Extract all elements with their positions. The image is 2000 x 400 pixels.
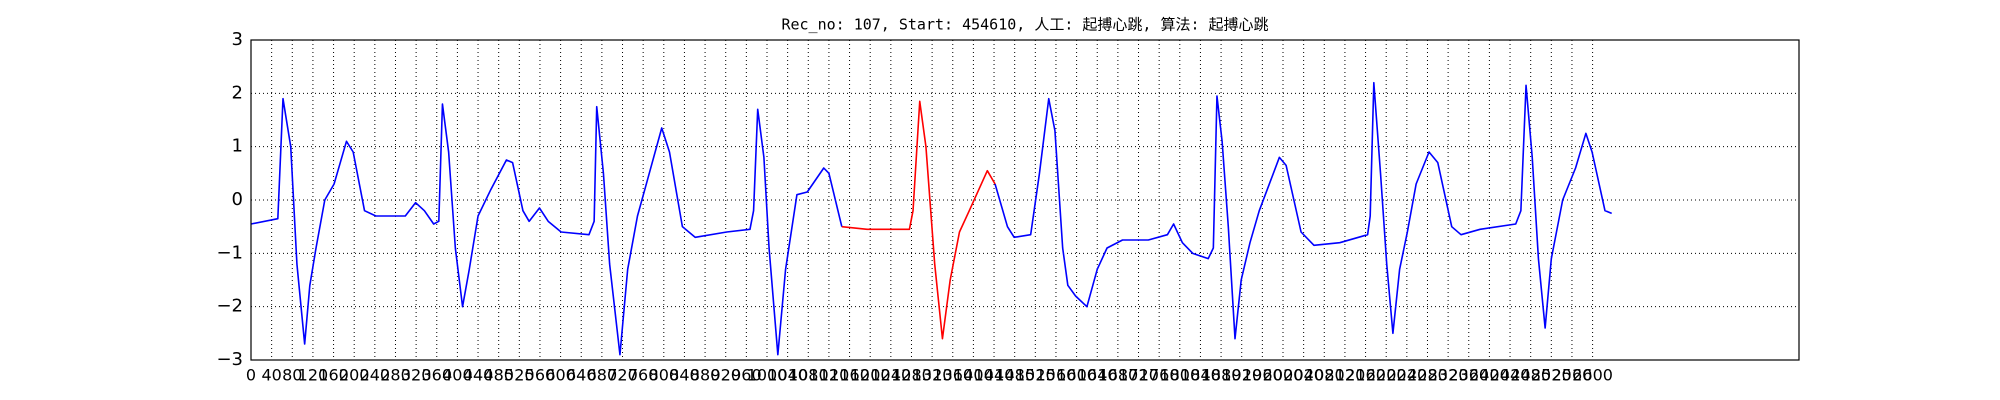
x-tick-label: 1560 xyxy=(1036,366,1077,385)
x-tick-label: 240 xyxy=(360,366,391,385)
x-tick-label: 560 xyxy=(525,366,556,385)
x-tick-label: 760 xyxy=(628,366,659,385)
x-tick-label: 1720 xyxy=(1118,366,1159,385)
plot-frame xyxy=(250,39,1800,361)
y-tick-label: 1 xyxy=(232,136,243,157)
x-tick-label: 1960 xyxy=(1242,366,1283,385)
x-tick-label: 1280 xyxy=(891,366,932,385)
x-tick-label: 2440 xyxy=(1490,366,1531,385)
x-tick-label: 80 xyxy=(282,366,302,385)
x-tick-label: 1520 xyxy=(1015,366,1056,385)
x-tick-label: 920 xyxy=(710,366,741,385)
x-tick-label: 800 xyxy=(649,366,680,385)
x-tick-label: 1080 xyxy=(788,366,829,385)
x-tick-label: 1600 xyxy=(1056,366,1097,385)
x-tick-label: 400 xyxy=(442,366,473,385)
x-tick-label: 1640 xyxy=(1077,366,1118,385)
ecg-line xyxy=(250,81,1612,356)
x-tick-label: 720 xyxy=(607,366,638,385)
y-tick-label: −1 xyxy=(216,242,243,263)
x-tick-label: 1040 xyxy=(767,366,808,385)
x-tick-label: 2120 xyxy=(1325,366,1366,385)
x-tick-label: 1360 xyxy=(932,366,973,385)
x-tick-label: 880 xyxy=(690,366,721,385)
x-tick-label: 1440 xyxy=(974,366,1015,385)
x-tick-label: 1920 xyxy=(1221,366,1262,385)
y-tick-label: 2 xyxy=(232,82,243,103)
x-tick-label: 40 xyxy=(261,366,281,385)
x-tick-label: 2040 xyxy=(1283,366,1324,385)
x-tick-label: 2160 xyxy=(1345,366,1386,385)
x-tick-label: 1160 xyxy=(829,366,870,385)
x-tick-label: 1240 xyxy=(870,366,911,385)
x-tick-label: 600 xyxy=(545,366,576,385)
x-tick-label: 1000 xyxy=(747,366,788,385)
chart-title: Rec_no: 107, Start: 454610, 人工: 起搏心跳, 算法… xyxy=(781,16,1268,34)
x-tick-label: 2200 xyxy=(1366,366,1407,385)
x-tick-label: 2000 xyxy=(1263,366,1304,385)
x-tick-label: 2560 xyxy=(1552,366,1593,385)
y-tick-label: −3 xyxy=(216,349,243,370)
x-tick-label: 1760 xyxy=(1139,366,1180,385)
x-tick-label: 2320 xyxy=(1428,366,1469,385)
x-tick-label: 520 xyxy=(504,366,535,385)
x-tick-label: 1840 xyxy=(1180,366,1221,385)
ecg-line xyxy=(841,100,996,340)
x-tick-label: 1120 xyxy=(809,366,850,385)
x-tick-label: 1800 xyxy=(1159,366,1200,385)
x-tick-label: 2280 xyxy=(1407,366,1448,385)
x-tick-label: 320 xyxy=(401,366,432,385)
x-tick-label: 640 xyxy=(566,366,597,385)
x-tick-label: 2240 xyxy=(1386,366,1427,385)
x-tick-label: 1880 xyxy=(1201,366,1242,385)
x-tick-label: 1480 xyxy=(994,366,1035,385)
x-tick-label: 2400 xyxy=(1469,366,1510,385)
x-tick-label: 2360 xyxy=(1448,366,1489,385)
x-tick-label: 1200 xyxy=(850,366,891,385)
x-tick-label: 440 xyxy=(463,366,494,385)
x-tick-label: 0 xyxy=(246,366,256,385)
x-tick-label: 160 xyxy=(318,366,349,385)
x-tick-label: 360 xyxy=(421,366,452,385)
x-tick-label: 200 xyxy=(339,366,370,385)
x-tick-label: 680 xyxy=(587,366,618,385)
x-tick-label: 2480 xyxy=(1510,366,1551,385)
y-tick-label: −2 xyxy=(216,296,243,317)
x-tick-label: 1680 xyxy=(1098,366,1139,385)
x-tick-label: 960 xyxy=(731,366,762,385)
x-tick-label: 1400 xyxy=(953,366,994,385)
y-tick-label: 3 xyxy=(232,29,243,50)
y-tick-label: 0 xyxy=(232,189,243,210)
x-tick-label: 120 xyxy=(298,366,329,385)
x-tick-label: 480 xyxy=(483,366,514,385)
x-tick-label: 2080 xyxy=(1304,366,1345,385)
x-tick-label: 2520 xyxy=(1531,366,1572,385)
x-tick-label: 1320 xyxy=(912,366,953,385)
x-tick-label: 2600 xyxy=(1572,366,1613,385)
x-tick-label: 280 xyxy=(380,366,411,385)
x-tick-label: 840 xyxy=(669,366,700,385)
